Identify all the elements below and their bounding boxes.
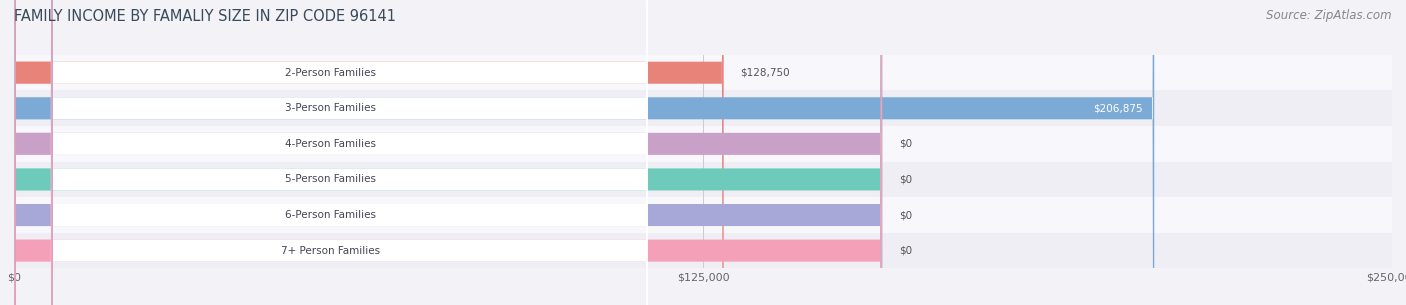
Bar — [14, 91, 1392, 126]
FancyBboxPatch shape — [14, 0, 724, 305]
FancyBboxPatch shape — [14, 0, 882, 305]
FancyBboxPatch shape — [14, 0, 1154, 305]
Bar — [14, 126, 1392, 162]
FancyBboxPatch shape — [14, 0, 648, 305]
Text: $0: $0 — [898, 246, 911, 256]
Text: 4-Person Families: 4-Person Families — [285, 139, 377, 149]
FancyBboxPatch shape — [14, 0, 52, 305]
FancyBboxPatch shape — [14, 0, 52, 305]
Bar — [14, 55, 1392, 91]
Text: Source: ZipAtlas.com: Source: ZipAtlas.com — [1267, 9, 1392, 22]
FancyBboxPatch shape — [14, 0, 52, 305]
FancyBboxPatch shape — [14, 0, 52, 305]
FancyBboxPatch shape — [14, 0, 648, 305]
FancyBboxPatch shape — [14, 0, 52, 305]
Text: $0: $0 — [898, 174, 911, 185]
Bar — [14, 162, 1392, 197]
Text: $206,875: $206,875 — [1094, 103, 1143, 113]
Text: $0: $0 — [898, 139, 911, 149]
Text: FAMILY INCOME BY FAMALIY SIZE IN ZIP CODE 96141: FAMILY INCOME BY FAMALIY SIZE IN ZIP COD… — [14, 9, 396, 24]
FancyBboxPatch shape — [14, 0, 648, 305]
FancyBboxPatch shape — [14, 0, 648, 305]
Text: 6-Person Families: 6-Person Families — [285, 210, 377, 220]
FancyBboxPatch shape — [14, 0, 882, 305]
FancyBboxPatch shape — [14, 0, 648, 305]
FancyBboxPatch shape — [14, 0, 648, 305]
FancyBboxPatch shape — [14, 0, 52, 305]
Text: 5-Person Families: 5-Person Families — [285, 174, 377, 185]
FancyBboxPatch shape — [14, 0, 882, 305]
Text: 3-Person Families: 3-Person Families — [285, 103, 377, 113]
Text: 7+ Person Families: 7+ Person Families — [281, 246, 381, 256]
Text: 2-Person Families: 2-Person Families — [285, 68, 377, 78]
Bar — [14, 197, 1392, 233]
Text: $128,750: $128,750 — [740, 68, 790, 78]
Text: $0: $0 — [898, 210, 911, 220]
FancyBboxPatch shape — [14, 0, 882, 305]
Bar — [14, 233, 1392, 268]
